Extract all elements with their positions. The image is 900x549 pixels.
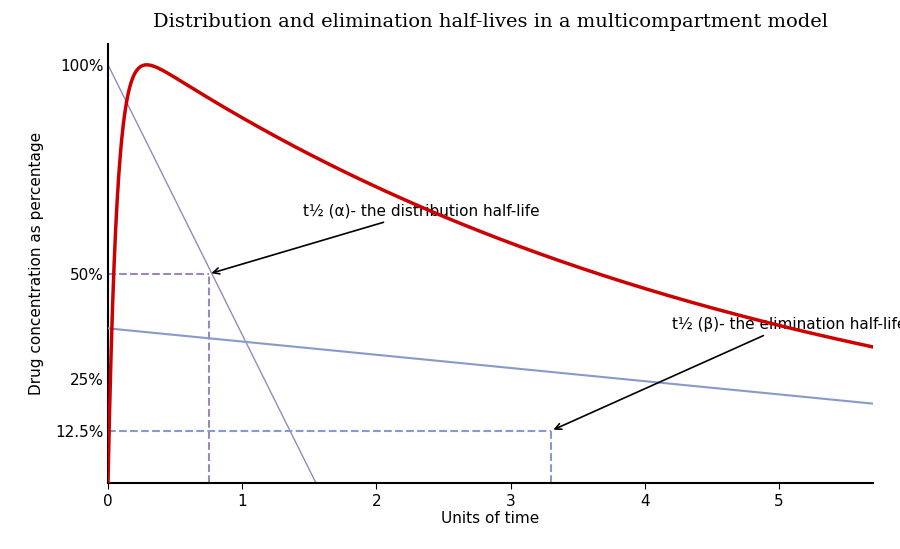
- Y-axis label: Drug concentration as percentage: Drug concentration as percentage: [30, 132, 44, 395]
- X-axis label: Units of time: Units of time: [441, 511, 540, 526]
- Text: t½ (α)- the distribution half-life: t½ (α)- the distribution half-life: [213, 204, 539, 274]
- Text: t½ (β)- the elimination half-life: t½ (β)- the elimination half-life: [555, 317, 900, 429]
- Title: Distribution and elimination half-lives in a multicompartment model: Distribution and elimination half-lives …: [153, 13, 828, 31]
